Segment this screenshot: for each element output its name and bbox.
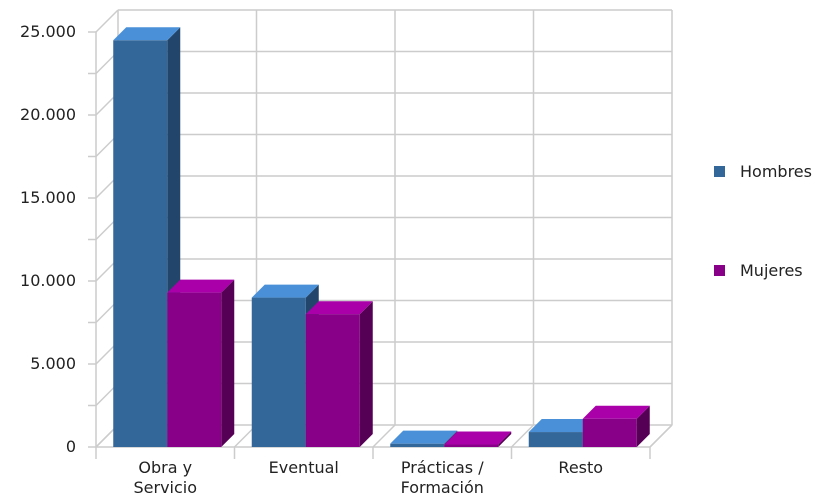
- labels: 0 5.000 10.000 15.000 20.000 25.000 Obra y Serv…: [20, 22, 603, 495]
- bar-front: [113, 40, 168, 448]
- bar-mujeres: [582, 405, 650, 447]
- bar-top: [582, 405, 650, 419]
- x-tick-label: Resto: [558, 458, 603, 477]
- y-tick-label: 0: [66, 437, 76, 456]
- bar-side: [221, 279, 235, 447]
- bar-top: [528, 419, 596, 433]
- bar-mujeres: [444, 431, 512, 447]
- y-tick-label: 25.000: [20, 22, 76, 41]
- bar-mujeres: [305, 301, 373, 447]
- bar-top: [251, 284, 319, 298]
- bar-top: [305, 301, 373, 315]
- legend-label-mujeres: Mujeres: [740, 261, 803, 280]
- bar-front: [582, 418, 637, 447]
- legend: Hombres Mujeres: [714, 162, 812, 280]
- bar-top: [390, 430, 458, 444]
- bars: [113, 27, 650, 448]
- bar-front: [528, 432, 583, 447]
- bar-front: [251, 297, 306, 447]
- bar-front: [390, 443, 445, 447]
- bar-top: [444, 431, 512, 445]
- bar-top: [113, 27, 181, 41]
- legend-label-hombres: Hombres: [740, 162, 812, 181]
- gridline-floor: [510, 424, 535, 448]
- y-tick-label: 15.000: [20, 188, 76, 207]
- floor-edge: [649, 424, 673, 448]
- x-tick-label: Eventual: [269, 458, 339, 477]
- y-tick-label: 5.000: [30, 354, 76, 373]
- bar-mujeres: [167, 279, 235, 447]
- bar-front: [444, 444, 499, 447]
- y-tick-label: 20.000: [20, 105, 76, 124]
- x-tick-label: Obra y Servicio: [133, 458, 197, 495]
- legend-swatch-mujeres: [714, 265, 725, 276]
- bar-front: [305, 314, 360, 447]
- bar-side: [359, 301, 373, 447]
- bar-front: [167, 292, 222, 447]
- y-tick-label: 10.000: [20, 271, 76, 290]
- gridline-side: [95, 9, 119, 33]
- gridline-floor: [372, 424, 396, 448]
- bar-side: [636, 405, 650, 447]
- x-tick-label: Prácticas / Formación: [401, 458, 485, 495]
- bar-top: [167, 279, 235, 293]
- bar-side: [498, 431, 512, 447]
- legend-swatch-hombres: [714, 166, 725, 177]
